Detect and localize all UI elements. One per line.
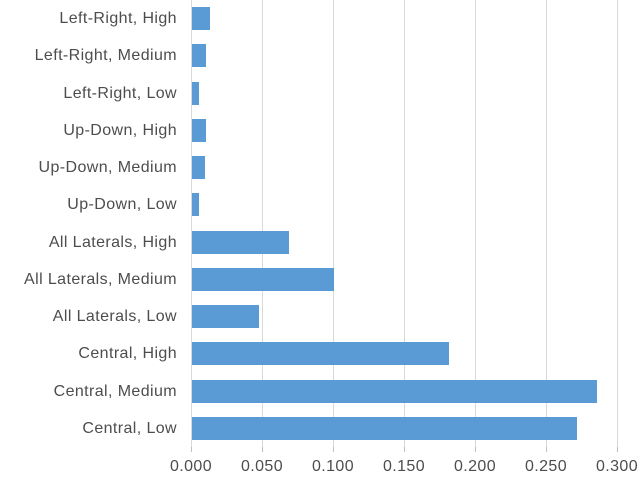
- gridline: [191, 0, 192, 447]
- bar: [192, 379, 597, 403]
- category-label: Up-Down, High: [63, 121, 177, 139]
- bar: [192, 118, 207, 142]
- category-label: Central, Low: [82, 419, 177, 437]
- bar: [192, 230, 289, 254]
- x-tick-label: 0.050: [240, 458, 284, 475]
- gridline: [262, 0, 263, 447]
- bar: [192, 342, 450, 366]
- gridline: [475, 0, 476, 447]
- category-label: Up-Down, Low: [67, 196, 177, 214]
- plot-area: [191, 0, 618, 447]
- bar: [192, 193, 200, 217]
- x-tick-label: 0.150: [382, 458, 426, 475]
- bar: [192, 156, 205, 180]
- x-tick-label: 0.250: [524, 458, 568, 475]
- category-label: Left-Right, High: [59, 10, 177, 27]
- gridline: [404, 0, 405, 447]
- axis-tick-mark: [617, 447, 618, 452]
- category-label: Central, Medium: [53, 382, 177, 400]
- bar: [192, 305, 259, 329]
- x-tick-label: 0.000: [169, 458, 213, 475]
- category-label: Left-Right, Medium: [34, 47, 177, 65]
- axis-tick-mark: [262, 447, 263, 452]
- gridline: [546, 0, 547, 447]
- category-label: All Laterals, Medium: [24, 270, 177, 288]
- bar: [192, 44, 207, 68]
- category-label: Central, High: [78, 345, 177, 363]
- category-label: All Laterals, Low: [52, 308, 177, 325]
- bar: [192, 81, 200, 105]
- gridline: [617, 0, 618, 447]
- category-label: Left-Right, Low: [63, 84, 177, 102]
- gridline: [333, 0, 334, 447]
- x-tick-label: 0.100: [311, 458, 355, 475]
- axis-tick-mark: [546, 447, 547, 452]
- axis-tick-mark: [404, 447, 405, 452]
- axis-tick-mark: [333, 447, 334, 452]
- bar: [192, 7, 211, 31]
- x-tick-label: 0.200: [453, 458, 497, 475]
- category-label: All Laterals, High: [48, 233, 177, 251]
- category-label: Up-Down, Medium: [38, 159, 177, 176]
- x-tick-label: 0.300: [595, 458, 639, 475]
- bar: [192, 416, 577, 440]
- bar: [192, 267, 334, 291]
- axis-tick-mark: [475, 447, 476, 452]
- axis-tick-mark: [191, 447, 192, 452]
